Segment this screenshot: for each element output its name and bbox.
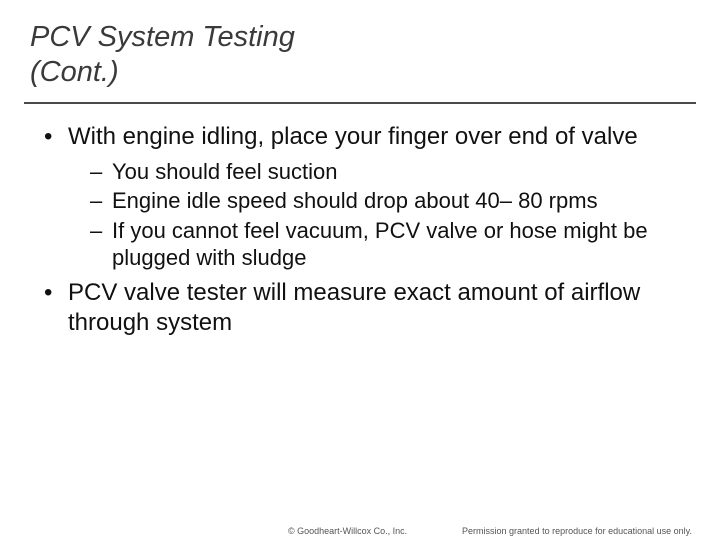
bullet-item: PCV valve tester will measure exact amou… — [40, 278, 690, 338]
sub-bullet-list: You should feel suction Engine idle spee… — [68, 158, 690, 272]
sub-bullet-item: Engine idle speed should drop about 40– … — [90, 187, 690, 215]
sub-bullet-text: Engine idle speed should drop about 40– … — [112, 188, 598, 213]
sub-bullet-text: You should feel suction — [112, 159, 337, 184]
copyright-text: © Goodheart-Willcox Co., Inc. — [288, 526, 407, 536]
slide-title: PCV System Testing (Cont.) — [30, 20, 690, 102]
bullet-item: With engine idling, place your finger ov… — [40, 122, 690, 272]
title-underline — [24, 102, 696, 104]
title-line-2: (Cont.) — [30, 56, 119, 88]
slide: PCV System Testing (Cont.) With engine i… — [0, 0, 720, 540]
sub-bullet-text: If you cannot feel vacuum, PCV valve or … — [112, 218, 648, 271]
permission-text: Permission granted to reproduce for educ… — [462, 526, 692, 536]
slide-body: With engine idling, place your finger ov… — [30, 122, 690, 338]
bullet-text: With engine idling, place your finger ov… — [68, 123, 638, 150]
title-line-1: PCV System Testing — [30, 21, 295, 53]
sub-bullet-item: If you cannot feel vacuum, PCV valve or … — [90, 217, 690, 272]
bullet-text: PCV valve tester will measure exact amou… — [68, 279, 640, 336]
sub-bullet-item: You should feel suction — [90, 158, 690, 186]
bullet-list: With engine idling, place your finger ov… — [30, 122, 690, 338]
